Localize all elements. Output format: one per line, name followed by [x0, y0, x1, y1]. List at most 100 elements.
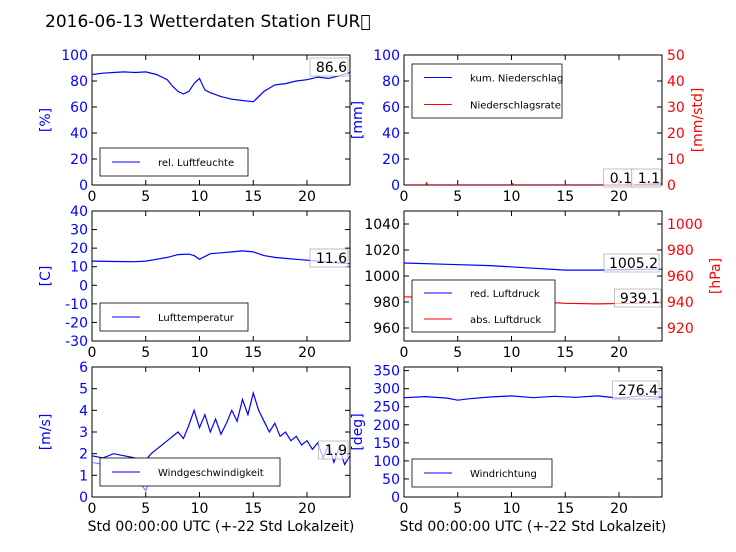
y-tick-label: 20: [382, 152, 400, 168]
x-tick-label: 10: [503, 189, 521, 205]
y2-tick-label: 980: [667, 243, 694, 259]
x-tick-label: 5: [453, 345, 462, 361]
current-value-label: 1005.2: [609, 256, 658, 272]
y-tick-label: 0: [79, 490, 88, 506]
legend-entry: abs. Luftdruck: [470, 315, 541, 326]
legend-entry: Niederschlagsrate: [470, 101, 561, 112]
chart-title: 2016-06-13 Wetterdaten Station FUR : [45, 12, 371, 32]
y-tick-label: 100: [61, 48, 88, 64]
y2-tick-label: 30: [667, 100, 685, 116]
current-value-box: [318, 440, 349, 460]
y-tick-label: 1000: [364, 269, 400, 285]
y-tick-label: 50: [382, 472, 400, 488]
series-line-1: [92, 250, 350, 265]
subplot-1: 0 5 10 15 20 0 20 40 60 80 100 [%] rel. Luftfeuchte 8…: [38, 48, 351, 205]
current-value-box: [603, 253, 660, 273]
y-tick-label: 960: [373, 321, 400, 337]
y-tick-label: 0: [391, 490, 400, 506]
y-axis-label: [m/s]: [38, 414, 54, 451]
y-tick-label: 4: [79, 403, 88, 419]
current-value-box: [309, 57, 349, 77]
legend-box: [99, 302, 249, 332]
x-axis-label-left: Std 00:00:00 UTC (+-22 Std Lokalzeit): [88, 519, 355, 535]
x-tick-label: 5: [453, 501, 462, 517]
y-tick-label: 6: [79, 360, 88, 376]
y-tick-label: -30: [65, 334, 88, 350]
y-tick-label: 80: [382, 74, 400, 90]
current-value-label: 11.6: [316, 251, 347, 267]
y-tick-label: 40: [70, 204, 88, 220]
y-tick-label: 30: [70, 223, 88, 239]
y-tick-label: 2: [79, 447, 88, 463]
y-tick-label: -20: [65, 315, 88, 331]
y-tick-label: 10: [70, 260, 88, 276]
y2-tick-label: 920: [667, 321, 694, 337]
x-tick-label: 5: [141, 501, 150, 517]
y-tick-label: 3: [79, 425, 88, 441]
y-tick-label: 0: [391, 178, 400, 194]
y2-tick-label: 940: [667, 295, 694, 311]
y-tick-label: 1020: [364, 243, 400, 259]
y-tick-label: 60: [382, 100, 400, 116]
y-tick-label: 60: [70, 100, 88, 116]
y-axis-label: [deg]: [350, 413, 366, 450]
x-tick-label: 15: [556, 189, 574, 205]
y-tick-label: -10: [65, 297, 88, 313]
y-tick-label: 100: [373, 454, 400, 470]
y-tick-label: 0: [79, 278, 88, 294]
x-tick-label: 0: [400, 501, 409, 517]
y-tick-label: 200: [373, 418, 400, 434]
x-tick-label: 20: [610, 345, 628, 361]
y-tick-label: 5: [79, 382, 88, 398]
x-tick-label: 0: [88, 189, 97, 205]
legend-entry: Windrichtung: [470, 469, 537, 480]
x-tick-label: 5: [453, 189, 462, 205]
series-line-1: [92, 71, 350, 103]
current-value-label: 0.1: [610, 171, 632, 187]
x-tick-label: 20: [298, 189, 316, 205]
current-value-label: 939.1: [620, 291, 660, 307]
subplot-6: 0 5 10 15 20050100150200250300350[deg]Windri…: [350, 364, 663, 517]
x-tick-label: 15: [556, 501, 574, 517]
y2-tick-label: 40: [667, 74, 685, 90]
x-tick-label: 10: [503, 501, 521, 517]
legend-entry: rel. Luftfeuchte: [158, 158, 234, 169]
x-tick-label: 15: [244, 189, 262, 205]
y-tick-label: 300: [373, 382, 400, 398]
x-tick-label: 0: [88, 501, 97, 517]
y2-tick-label: 50: [667, 48, 685, 64]
y-tick-label: 1040: [364, 217, 400, 233]
legend-box: [99, 147, 249, 177]
y2-tick-label: 10: [667, 152, 685, 168]
y-tick-label: 250: [373, 400, 400, 416]
x-tick-label: 15: [244, 501, 262, 517]
y-tick-label: 100: [373, 48, 400, 64]
y-axis-label: [mm]: [350, 101, 366, 139]
legend-box: [411, 63, 563, 119]
y2-axis-label: [mm/std]: [690, 88, 706, 153]
y-tick-label: 40: [70, 126, 88, 142]
x-axis-label-right: Std 00:00:00 UTC (+-22 Std Lokalzeit): [400, 519, 667, 535]
y-tick-label: 150: [373, 436, 400, 452]
x-tick-label: 10: [191, 189, 209, 205]
current-value-box: [612, 380, 660, 400]
x-tick-label: 10: [503, 345, 521, 361]
current-value-box: [614, 288, 662, 308]
y-tick-label: 80: [70, 74, 88, 90]
x-tick-label: 20: [298, 501, 316, 517]
x-tick-label: 0: [88, 345, 97, 361]
series-line-1: [92, 390, 350, 466]
y-axis-label: [%]: [38, 108, 54, 132]
y-axis-label: [hPa]: [708, 258, 724, 294]
x-tick-label: 20: [610, 501, 628, 517]
y-tick-label: 980: [373, 295, 400, 311]
x-tick-label: 0: [400, 189, 409, 205]
legend-entry: Lufttemperatur: [158, 313, 235, 324]
legend-entry: kum. Niederschlag: [470, 74, 563, 85]
legend-entry: red. Luftdruck: [470, 289, 540, 300]
current-value-box: [631, 168, 662, 188]
x-tick-label: 15: [556, 345, 574, 361]
current-value-label: 276.4: [618, 383, 658, 399]
subplot-4: 0 5 10 15 20 960 980 1000 1020 1040 920 940 960 980 10…: [364, 210, 724, 361]
